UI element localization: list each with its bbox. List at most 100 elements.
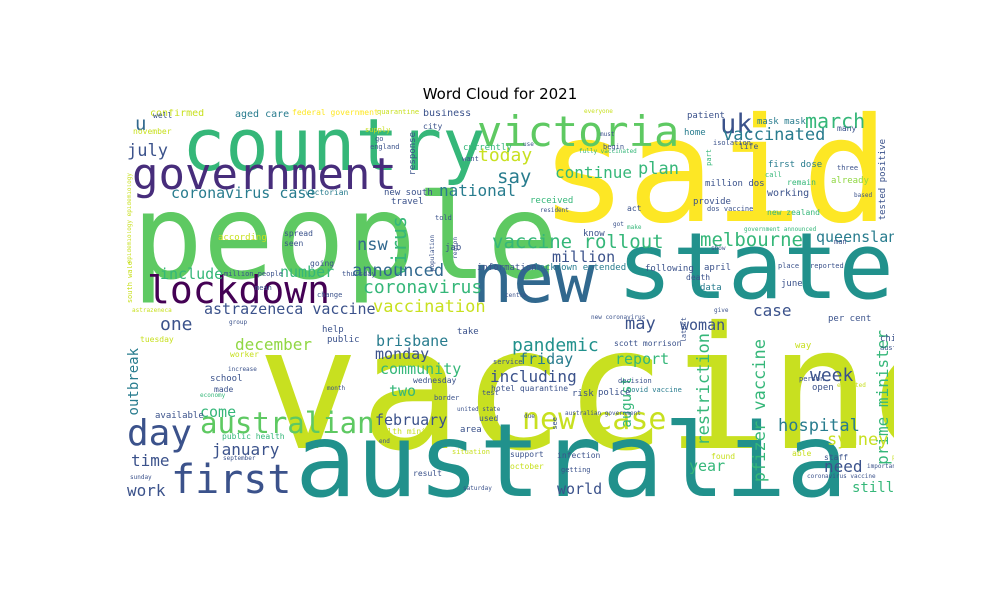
word-outbreak: outbreak <box>127 348 142 416</box>
word-found: found <box>711 452 736 461</box>
word-first-dose: first dose <box>768 160 823 170</box>
word-must: must <box>600 131 615 138</box>
word-lockdown-extended: lockdown extended <box>534 263 627 273</box>
word-new-zealand: new zealand <box>767 208 820 217</box>
word-december: december <box>235 335 313 354</box>
word-situation: situation <box>452 448 490 456</box>
word-saturday: saturday <box>463 485 492 492</box>
word-world: world <box>557 480 603 498</box>
word-say: say <box>497 166 532 188</box>
word-u: u <box>135 113 147 135</box>
word-said: said <box>540 109 890 256</box>
word-border: border <box>434 394 460 402</box>
word-service: service <box>493 358 523 366</box>
word-available: available <box>155 411 204 421</box>
word-jab: jab <box>445 243 462 253</box>
word-january: january <box>212 440 280 459</box>
word-resident: resident <box>540 207 569 214</box>
word-told: told <box>435 214 452 222</box>
word-see: see <box>551 417 559 430</box>
word-already: already <box>831 176 869 186</box>
word-give: give <box>714 307 729 314</box>
word-coronavirus-case: coronavirus case <box>171 184 316 202</box>
word-england: england <box>370 143 400 151</box>
word-help: help <box>322 325 344 335</box>
word-death: death <box>686 273 711 282</box>
word-hospital: hospital <box>778 416 860 436</box>
word-victorian: victorian <box>305 188 349 197</box>
word-november: november <box>133 127 172 136</box>
word-possible: possible <box>892 454 894 461</box>
word-government-announced: government announced <box>744 226 817 233</box>
word-federal-government: federal government <box>292 109 379 117</box>
word-result: result <box>413 469 442 478</box>
word-health-minister: health minister <box>373 427 446 436</box>
word-case: case <box>753 301 792 320</box>
word-use: use <box>523 141 534 148</box>
word-plan: plan <box>638 159 679 179</box>
word-public: public <box>327 335 360 345</box>
word-isolation: isolation <box>713 139 751 147</box>
word-work: work <box>127 481 166 499</box>
word-supply: supply <box>365 126 391 134</box>
word-still: still <box>852 480 894 496</box>
word-data: data <box>700 283 722 293</box>
word-country: country <box>182 109 486 187</box>
word-expected: expected <box>837 382 866 389</box>
word-important: important <box>867 463 894 470</box>
word-go: go <box>375 135 384 143</box>
word-today: today <box>478 145 533 166</box>
word-september: september <box>223 455 256 462</box>
word-show: show <box>711 245 726 252</box>
word-hotel-quarantine: hotel quarantine <box>491 384 569 393</box>
word-used: used <box>479 414 499 423</box>
word-day: day <box>127 413 193 454</box>
word-risk: risk <box>572 389 594 399</box>
word-new-case: new case <box>522 402 667 437</box>
word-take: take <box>457 327 479 337</box>
word-may: may <box>625 314 656 334</box>
word-march: march <box>805 109 866 133</box>
word-many: many <box>837 124 857 133</box>
word-quarantine: quarantine <box>377 109 420 116</box>
word-provide: provide <box>693 197 731 207</box>
word-july: july <box>127 141 168 161</box>
word-based: based <box>854 192 873 199</box>
word-getting: getting <box>561 466 591 474</box>
word-child: child <box>880 334 894 344</box>
word-come: come <box>200 403 237 421</box>
word-australian: australian <box>200 406 375 440</box>
word-million-dos: million dos <box>705 179 765 189</box>
word-people: people <box>132 168 559 306</box>
word-two: two <box>389 382 417 400</box>
word-astrazeneca-vaccine: astrazeneca vaccine <box>204 300 376 318</box>
word-business: business <box>423 109 472 119</box>
word-seen: seen <box>284 239 304 248</box>
word-change: change <box>317 291 343 299</box>
word-vaccine-rollout: vaccine rollout <box>492 231 664 253</box>
word-call: call <box>765 171 782 179</box>
word-following: following <box>645 264 694 274</box>
word-working: working <box>767 188 810 199</box>
word-first: first <box>171 457 292 498</box>
word-australia-vaccine: australia vaccine <box>880 344 894 352</box>
word-well: well <box>153 111 173 120</box>
word-police: police <box>598 388 631 398</box>
word-coronavirus-vaccine: coronavirus vaccine <box>807 473 876 480</box>
word-vaccination: vaccination <box>373 297 486 317</box>
word-week: week <box>810 365 854 386</box>
word-reported: reported <box>810 262 844 270</box>
word-continue: continue <box>555 163 633 182</box>
word-coronavirus: coronavirus <box>363 277 483 298</box>
word-group: group <box>229 319 248 326</box>
word-person: person <box>799 375 825 383</box>
word-report: report <box>615 350 670 368</box>
word-time: time <box>131 451 170 470</box>
word-announced: announced <box>352 261 445 281</box>
word-national: national <box>439 181 517 200</box>
word-spread: spread <box>284 229 313 238</box>
word-end: end <box>379 438 390 445</box>
word-epidemiology-epidemiology: epidemiology epidemiology <box>127 173 133 264</box>
word-received: received <box>530 196 574 206</box>
